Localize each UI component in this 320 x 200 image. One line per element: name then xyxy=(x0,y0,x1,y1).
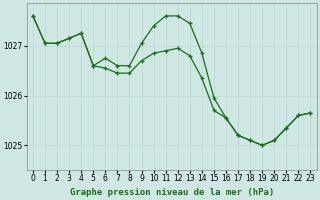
X-axis label: Graphe pression niveau de la mer (hPa): Graphe pression niveau de la mer (hPa) xyxy=(69,188,274,197)
